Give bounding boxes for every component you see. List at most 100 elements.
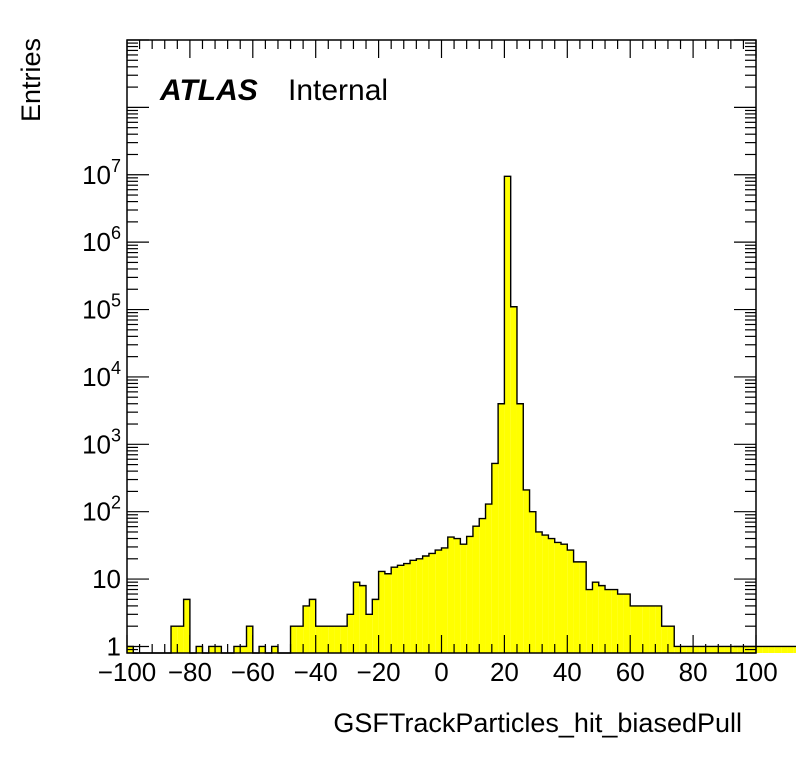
histogram-bin [491, 463, 499, 653]
histogram-bin [674, 646, 681, 653]
x-tick-label: 60 [616, 657, 645, 687]
histogram-bin [447, 537, 455, 653]
histogram-bin [246, 626, 253, 653]
internal-label: Internal [288, 74, 388, 107]
histogram-bin [183, 599, 190, 653]
histogram-bin [460, 544, 467, 653]
x-axis-label: GSFTrackParticles_hit_biasedPull [333, 708, 742, 738]
histogram-bin [296, 626, 304, 653]
histogram-bin [705, 646, 712, 653]
histogram-bin [334, 626, 341, 653]
histogram-bin [762, 646, 769, 653]
histogram-bin [737, 646, 744, 653]
histogram-bin [787, 646, 794, 653]
y-tick-label: 103 [82, 425, 121, 459]
histogram-bin [724, 646, 731, 653]
histogram-bin [422, 556, 429, 653]
histogram-bin [391, 567, 398, 653]
histogram-bin [510, 306, 517, 653]
histogram-bin [498, 403, 505, 653]
histogram-bin [366, 614, 373, 653]
histogram-bin [661, 626, 668, 653]
histogram-outline [127, 175, 796, 654]
histogram-bin [309, 599, 316, 653]
histogram-bin [378, 571, 385, 653]
x-tick-label: −80 [168, 657, 212, 687]
histogram-bin [561, 544, 568, 653]
histogram-bin [466, 536, 473, 653]
histogram-bin [579, 561, 587, 653]
atlas-label: ATLAS [159, 74, 258, 107]
histogram-bin [233, 646, 241, 653]
histogram-bin [611, 589, 618, 653]
histogram-bin [472, 526, 480, 653]
histogram-bin [756, 646, 763, 653]
histogram-bin [454, 538, 461, 653]
histogram-bin [548, 538, 555, 653]
y-tick-label: 105 [82, 291, 121, 325]
y-tick-label: 10 [92, 564, 121, 594]
histogram-bin [516, 403, 524, 653]
histogram-bin [693, 646, 700, 653]
histogram-bin [196, 646, 203, 653]
histogram-bin [321, 626, 329, 653]
histogram-bin [441, 547, 448, 653]
histogram-bin [586, 589, 593, 653]
x-tick-label: 80 [679, 657, 708, 687]
plot-frame [126, 39, 757, 654]
histogram-bin [259, 646, 266, 653]
histogram-bin [711, 646, 719, 653]
histogram-bin [655, 605, 662, 653]
histogram-bin [567, 550, 574, 653]
x-tick-label: 100 [734, 657, 777, 687]
histogram-bin [315, 626, 322, 653]
histogram-bin [208, 646, 216, 653]
histogram-bin [328, 626, 335, 653]
histogram-bin [623, 594, 631, 653]
histogram-bin [781, 646, 788, 653]
histogram-bin [403, 563, 411, 653]
histogram-bin [384, 573, 392, 653]
histogram-bars [127, 175, 796, 654]
histogram-bin [435, 550, 442, 653]
histogram-bin [529, 511, 536, 653]
y-tick-labels: 1 10 102 103 104 105 106 107 [82, 156, 121, 662]
histogram-bin [353, 582, 360, 653]
histogram-bin [485, 504, 492, 653]
histogram-bin [605, 589, 612, 653]
histogram-bin [290, 626, 297, 653]
x-tick-label: 20 [490, 657, 519, 687]
histogram-bin [598, 585, 606, 653]
histogram-bin [667, 626, 675, 653]
histogram-bin [240, 646, 247, 653]
histogram-bin [347, 614, 354, 653]
histogram-bin [303, 605, 310, 653]
y-tick-label: 104 [82, 358, 121, 392]
histogram-bin [768, 646, 775, 653]
histogram-bin [504, 176, 511, 653]
x-tick-labels: −100 −80 −60 −40 −20 0 20 40 60 80 100 [98, 657, 778, 687]
histogram-bin [617, 594, 624, 653]
histogram-bin [774, 646, 782, 653]
histogram-bin [686, 646, 694, 653]
histogram-bin [523, 489, 530, 653]
histogram-bin [372, 599, 379, 653]
histogram-bin [359, 585, 367, 653]
histogram-bin [535, 531, 543, 653]
histogram-bin [177, 626, 184, 653]
histogram-bin [410, 560, 417, 653]
histogram-bin [630, 605, 637, 653]
histogram-bin [479, 518, 486, 653]
histogram-bin [340, 626, 348, 653]
y-tick-label: 106 [82, 223, 121, 257]
histogram-bin [542, 535, 549, 653]
x-tick-label: −60 [231, 657, 275, 687]
histogram-bin [554, 542, 562, 653]
histogram-bin [642, 605, 650, 653]
histogram-bin [416, 558, 423, 653]
histogram-bin [636, 605, 643, 653]
x-tick-label: −100 [98, 657, 157, 687]
histogram-bin [793, 646, 796, 653]
histogram-bin [680, 646, 687, 653]
histogram-bin [730, 646, 738, 653]
